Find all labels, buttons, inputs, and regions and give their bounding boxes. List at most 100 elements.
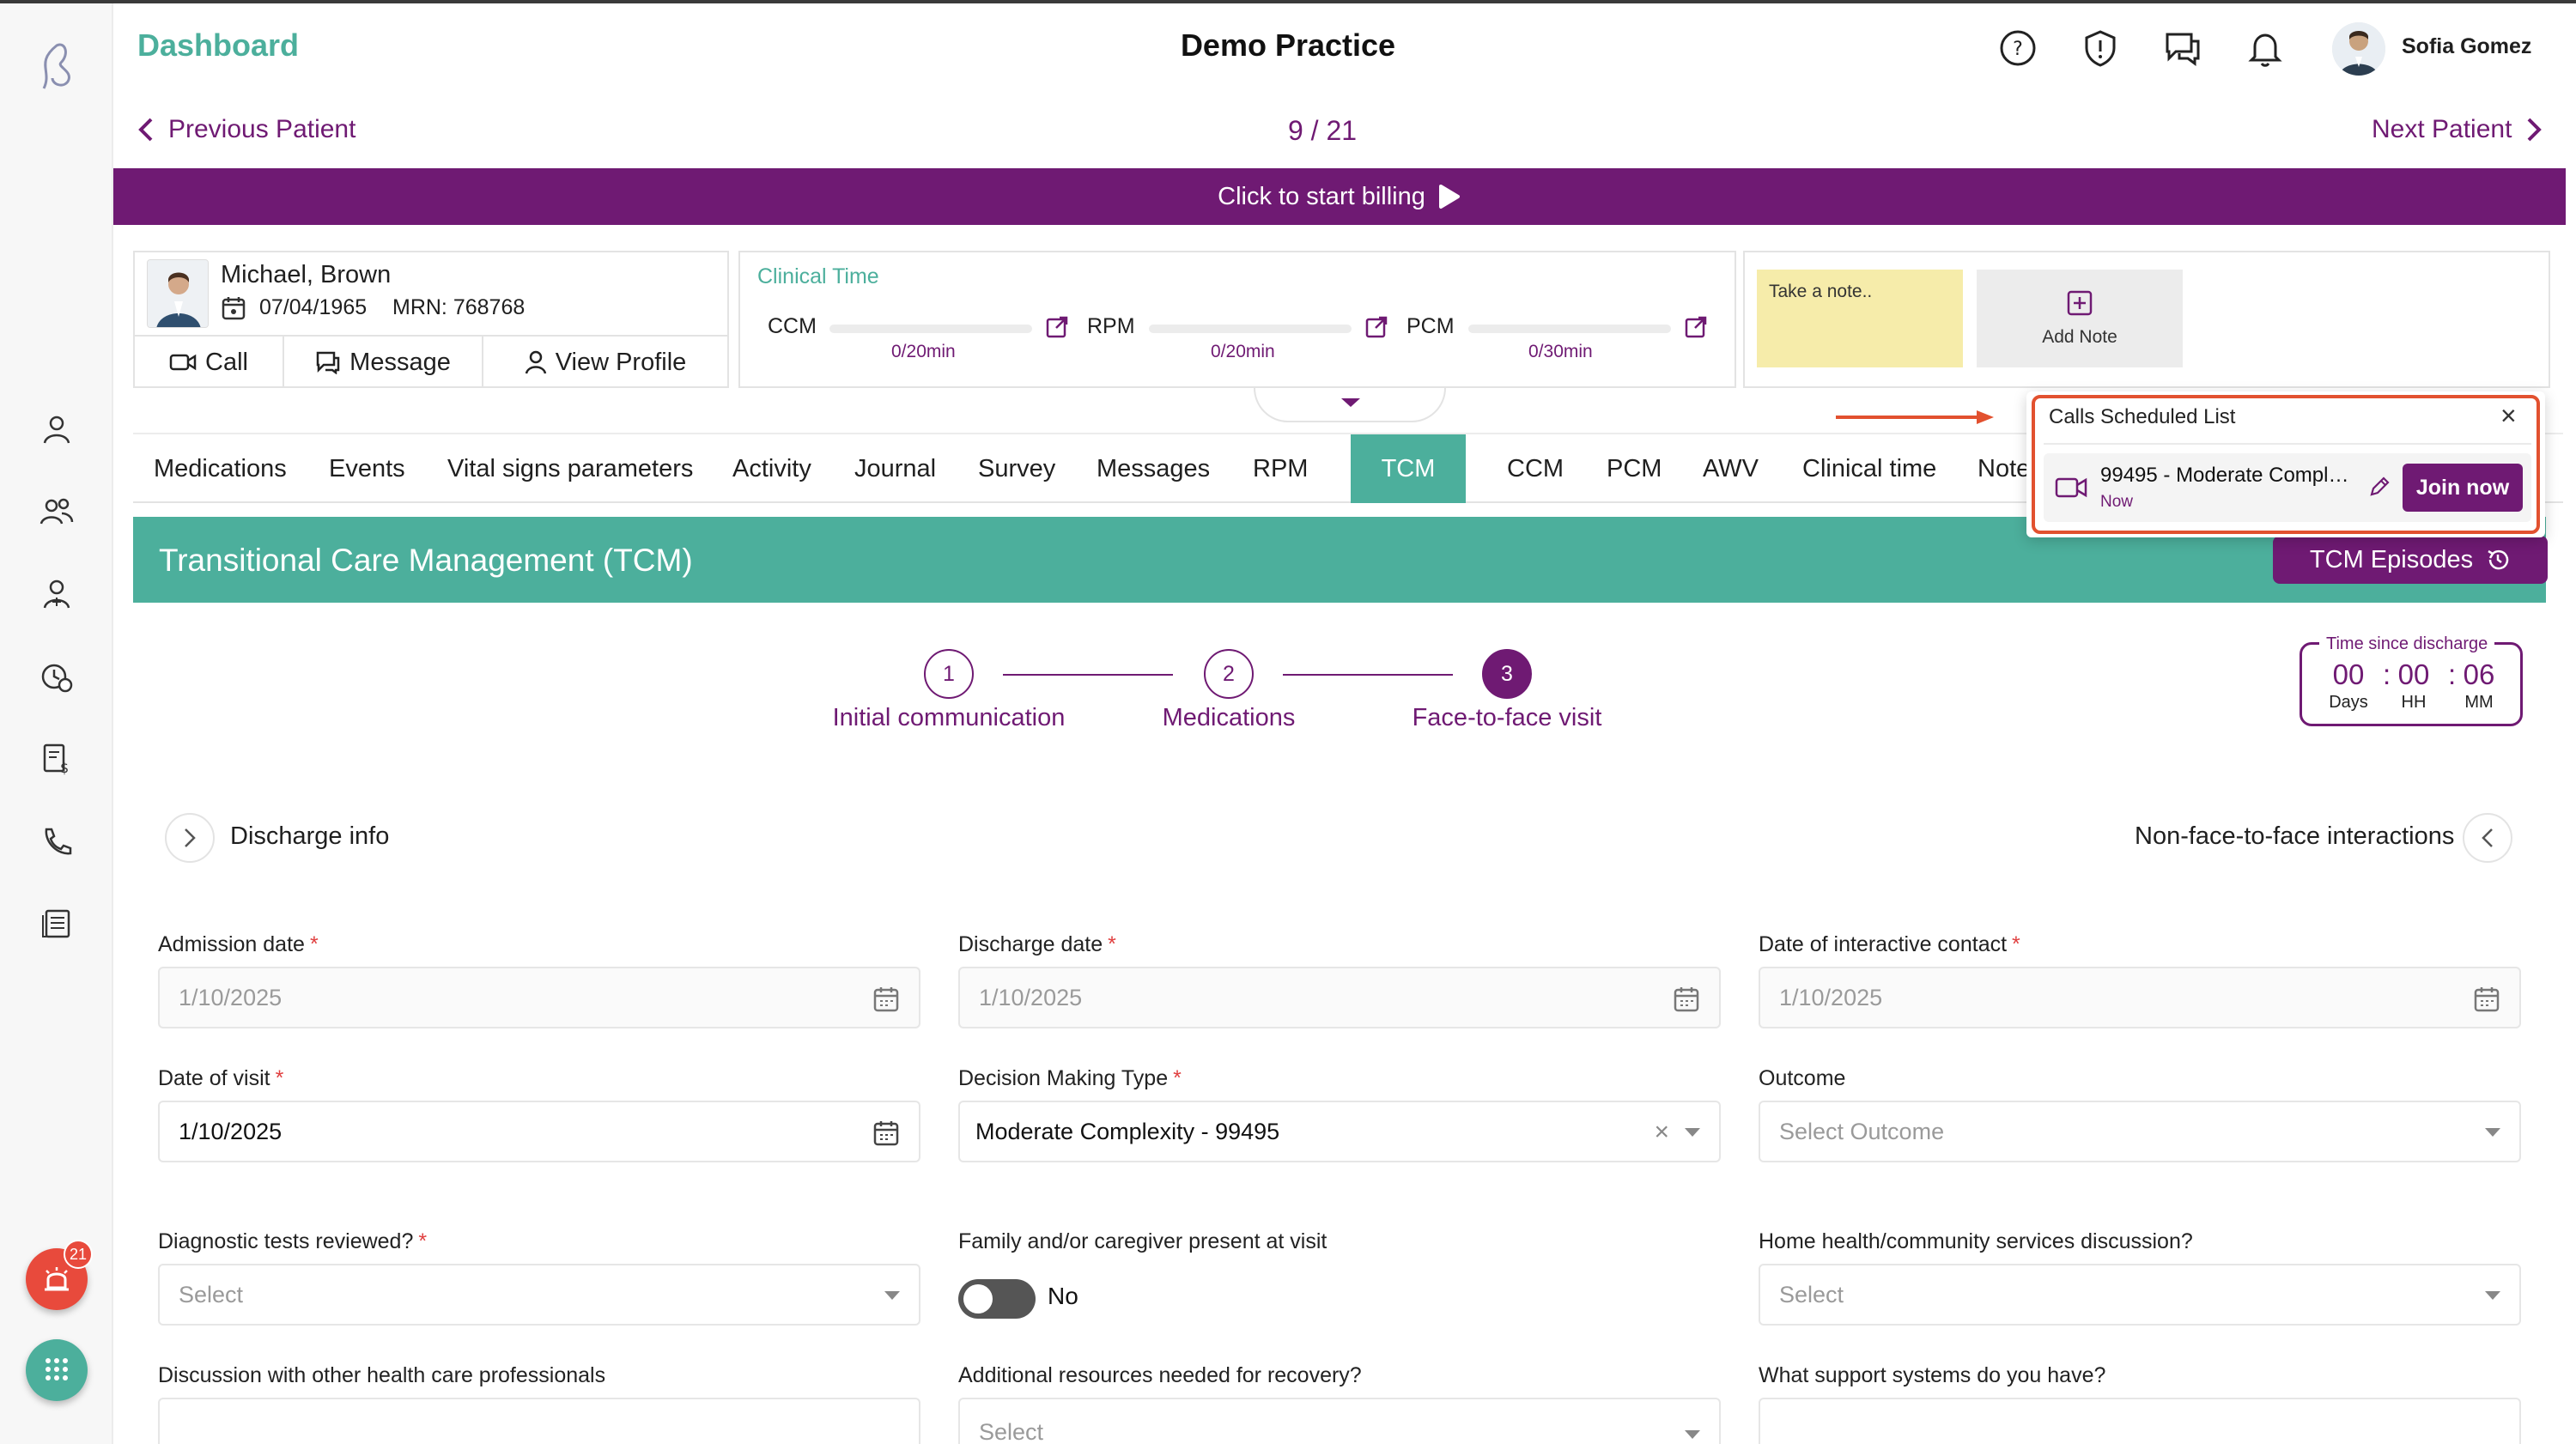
edit-icon[interactable] [2366, 474, 2392, 500]
top-border [0, 0, 2576, 3]
add-note-button[interactable]: Add Note [1977, 270, 2183, 367]
chevron-down-icon[interactable] [884, 1291, 900, 1300]
admission-date-input[interactable]: 1/10/2025 [158, 967, 920, 1028]
reports-icon[interactable] [34, 901, 79, 946]
close-icon[interactable]: × [2500, 400, 2517, 431]
start-billing-banner[interactable]: Click to start billing [113, 168, 2566, 225]
diagnostic-tests-placeholder: Select [179, 1281, 244, 1307]
step-3-label[interactable]: Face-to-face visit [1412, 704, 1602, 731]
tab-events[interactable]: Events [329, 454, 405, 482]
patient-icon[interactable] [34, 407, 79, 452]
join-now-button[interactable]: Join now [2403, 464, 2523, 512]
previous-patient-label: Previous Patient [168, 115, 356, 143]
ccm-label: CCM [768, 314, 817, 338]
tab-vital-signs[interactable]: Vital signs parameters [447, 454, 694, 482]
sticky-note[interactable]: Take a note.. [1757, 270, 1963, 367]
time-since-discharge: Time since discharge 00 : 00 : 06 Days H… [2300, 634, 2523, 726]
message-button[interactable]: Message [284, 337, 483, 388]
discharge-date-value: 1/10/2025 [979, 984, 1083, 1010]
date-of-visit-input[interactable]: 1/10/2025 [158, 1101, 920, 1162]
video-call-icon [169, 353, 197, 372]
clear-icon[interactable]: × [1654, 1118, 1669, 1146]
step-3[interactable]: 3 [1482, 649, 1532, 699]
tab-messages[interactable]: Messages [1097, 454, 1211, 482]
discharge-info-label[interactable]: Discharge info [230, 822, 390, 850]
tab-clinical-time[interactable]: Clinical time [1802, 454, 1937, 482]
tab-awv[interactable]: AWV [1703, 454, 1759, 482]
calendar-icon[interactable] [2473, 986, 2500, 1013]
external-link-icon[interactable] [1044, 314, 1070, 340]
alert-icon[interactable] [2080, 27, 2121, 69]
calendar-icon[interactable] [872, 1119, 900, 1147]
tab-activity[interactable]: Activity [732, 454, 811, 482]
tab-medications[interactable]: Medications [154, 454, 287, 482]
schedule-icon[interactable] [34, 654, 79, 699]
discussion-professionals-input[interactable] [158, 1398, 920, 1444]
support-systems-input[interactable] [1759, 1398, 2521, 1444]
page-title: Dashboard [137, 27, 300, 63]
outcome-select[interactable]: Select Outcome [1759, 1101, 2521, 1162]
step-2[interactable]: 2 [1204, 649, 1254, 699]
calendar-icon [221, 295, 246, 321]
calls-icon[interactable] [34, 819, 79, 864]
previous-patient-link[interactable]: Previous Patient [137, 115, 355, 144]
view-profile-button[interactable]: View Profile [483, 337, 727, 388]
scheduled-call-item[interactable]: 99495 - Moderate Complexity Now Join now [2044, 453, 2531, 522]
toggle-knob [963, 1284, 993, 1314]
hours-value: 00 [2397, 658, 2430, 690]
step-1[interactable]: 1 [924, 649, 974, 699]
additional-resources-select[interactable]: Select [958, 1398, 1721, 1444]
calendar-icon[interactable] [872, 986, 900, 1013]
chevron-down-icon[interactable] [1685, 1430, 1700, 1439]
app-logo-icon[interactable] [24, 34, 89, 100]
dialpad-button[interactable] [26, 1339, 88, 1401]
tab-rpm[interactable]: RPM [1253, 454, 1309, 482]
patients-group-icon[interactable] [34, 489, 79, 534]
additional-resources-label: Additional resources needed for recovery… [958, 1363, 1362, 1387]
next-patient-link[interactable]: Next Patient [2372, 115, 2543, 144]
chat-icon[interactable] [2162, 27, 2203, 69]
tcm-episodes-button[interactable]: TCM Episodes [2273, 536, 2548, 584]
help-icon[interactable]: ? [1997, 27, 2038, 69]
calendar-icon[interactable] [1673, 986, 1700, 1013]
chevron-down-icon[interactable] [1685, 1128, 1700, 1137]
billing-icon[interactable]: $ [34, 737, 79, 781]
tab-pcm[interactable]: PCM [1607, 454, 1662, 482]
diagnostic-tests-select[interactable]: Select [158, 1264, 920, 1326]
view-profile-label: View Profile [555, 348, 687, 376]
popup-title: Calls Scheduled List [2049, 405, 2236, 428]
collapse-panel-toggle[interactable] [1254, 388, 1446, 422]
bell-icon[interactable] [2245, 27, 2286, 69]
home-health-select[interactable]: Select [1759, 1264, 2521, 1326]
care-team-icon[interactable] [34, 572, 79, 616]
tab-survey[interactable]: Survey [978, 454, 1056, 482]
chevron-down-icon[interactable] [2485, 1291, 2500, 1300]
tcm-header: Transitional Care Management (TCM) TCM E… [133, 517, 2548, 603]
step-1-label[interactable]: Initial communication [832, 704, 1066, 731]
tab-note[interactable]: Note [1978, 454, 2031, 482]
step-2-label[interactable]: Medications [1162, 704, 1296, 731]
external-link-icon[interactable] [1364, 314, 1389, 340]
home-health-placeholder: Select [1779, 1281, 1844, 1307]
chevron-down-icon[interactable] [2485, 1128, 2500, 1137]
external-link-icon[interactable] [1683, 314, 1709, 340]
call-button[interactable]: Call [135, 337, 284, 388]
tab-journal[interactable]: Journal [854, 454, 937, 482]
decision-making-select[interactable]: Moderate Complexity - 99495 × [958, 1101, 1721, 1162]
tab-tcm[interactable]: TCM [1351, 434, 1466, 503]
tab-ccm[interactable]: CCM [1507, 454, 1564, 482]
user-name[interactable]: Sofia Gomez [2402, 34, 2532, 58]
discharge-info-toggle[interactable] [165, 813, 215, 863]
user-avatar[interactable] [2332, 22, 2385, 76]
play-icon [1437, 183, 1461, 210]
discharge-date-input[interactable]: 1/10/2025 [958, 967, 1721, 1028]
interactive-contact-input[interactable]: 1/10/2025 [1759, 967, 2521, 1028]
non-face-to-face-label[interactable]: Non-face-to-face interactions [2135, 822, 2455, 850]
pcm-progress-bar [1468, 325, 1671, 333]
svg-text:?: ? [2013, 39, 2023, 60]
minutes-value: 06 [2463, 658, 2495, 690]
family-present-toggle[interactable] [958, 1279, 1036, 1319]
non-face-to-face-toggle[interactable] [2463, 813, 2512, 863]
days-label: Days [2329, 693, 2368, 712]
call-label: Call [205, 348, 248, 376]
